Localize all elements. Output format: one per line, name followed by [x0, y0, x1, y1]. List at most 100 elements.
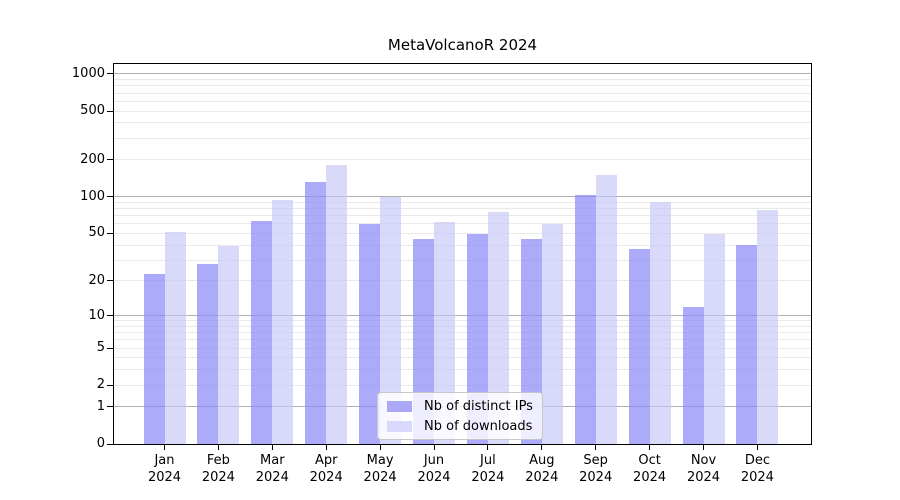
x-tick — [595, 445, 597, 450]
legend: Nb of distinct IPs Nb of downloads — [377, 392, 543, 440]
x-tick-label: Apr 2024 — [309, 453, 343, 485]
y-minor-gridline — [114, 110, 811, 112]
bar-downloads — [272, 199, 294, 444]
y-tick-label: 500 — [80, 103, 105, 119]
y-tick-label: 0 — [96, 436, 105, 451]
bar-downloads — [487, 212, 509, 444]
y-minor-gridline — [114, 232, 811, 234]
y-minor-gridline — [114, 201, 811, 203]
y-tick-label: 10 — [88, 307, 105, 323]
x-tick-label: Dec 2024 — [740, 453, 774, 485]
y-tick — [107, 280, 113, 282]
x-tick — [703, 445, 704, 450]
y-tick-label: 1000 — [71, 65, 105, 81]
y-minor-gridline — [114, 357, 811, 359]
y-tick — [107, 384, 113, 386]
bar-downloads — [649, 202, 671, 444]
x-tick-label: Mar 2024 — [255, 453, 289, 485]
bar-distinct-ips — [736, 245, 758, 444]
y-minor-gridline — [114, 320, 811, 322]
y-tick — [107, 406, 113, 408]
bar-downloads — [164, 232, 186, 444]
bar-downloads — [380, 196, 402, 444]
bar-distinct-ips — [574, 194, 596, 444]
x-tick — [164, 445, 165, 450]
y-tick-label: 100 — [80, 188, 105, 204]
y-minor-gridline — [114, 208, 811, 210]
y-tick — [107, 232, 113, 234]
bar-downloads — [434, 222, 455, 444]
x-tick — [756, 445, 758, 450]
x-tick-label: Oct 2024 — [633, 453, 667, 485]
plot-area: 0 1 2 5 10 20 50 100 200 500 1000 Jan 2024 Feb 2024 M… — [72, 63, 812, 485]
x-tick-label: Nov 2024 — [686, 453, 721, 485]
legend-label: Nb of distinct IPs — [424, 398, 533, 414]
y-tick — [107, 73, 113, 75]
y-major-gridline — [114, 73, 811, 75]
bar-distinct-ips — [682, 306, 704, 444]
x-tick — [325, 445, 327, 450]
y-minor-gridline — [114, 100, 811, 102]
y-minor-gridline — [114, 347, 811, 349]
x-tick-label: May 2024 — [363, 453, 397, 485]
y-minor-gridline — [114, 332, 811, 334]
x-tick-label: Aug 2024 — [525, 453, 559, 485]
y-minor-gridline — [114, 159, 811, 161]
y-minor-gridline — [114, 215, 811, 217]
y-minor-gridline — [114, 325, 811, 327]
bar-downloads — [218, 246, 240, 444]
x-tick-label: Feb 2024 — [201, 453, 235, 485]
y-minor-gridline — [114, 280, 811, 282]
bar-downloads — [757, 209, 779, 444]
y-minor-gridline — [114, 259, 811, 261]
x-tick-label: Jan 2024 — [147, 453, 182, 485]
y-major-gridline — [114, 196, 811, 198]
y-major-gridline — [114, 315, 811, 317]
legend-swatch-downloads — [387, 420, 412, 432]
y-minor-gridline — [114, 244, 811, 246]
bar-downloads — [326, 164, 348, 444]
bar-distinct-ips — [359, 223, 381, 444]
legend-swatch-distinct-ips — [387, 400, 412, 412]
bar-distinct-ips — [628, 249, 650, 444]
y-tick-label: 200 — [80, 151, 105, 167]
x-tick — [217, 445, 219, 450]
x-tick — [541, 445, 543, 450]
y-tick-label: 1 — [96, 398, 105, 414]
bar-distinct-ips — [197, 263, 219, 444]
y-minor-gridline — [114, 384, 811, 386]
y-tick — [107, 315, 113, 317]
x-tick — [271, 445, 273, 450]
bar-distinct-ips — [305, 182, 327, 444]
y-minor-gridline — [114, 223, 811, 225]
bar-distinct-ips — [466, 234, 488, 444]
legend-entry-distinct-ips: Nb of distinct IPs — [387, 398, 533, 414]
y-tick-label: 2 — [96, 377, 105, 393]
y-tick — [107, 196, 113, 198]
y-tick — [107, 347, 113, 349]
bar-distinct-ips — [143, 273, 165, 444]
chart-title: MetaVolcanoR 2024 — [387, 36, 538, 54]
x-tick-label: Jun 2024 — [417, 453, 451, 485]
x-tick — [649, 445, 651, 450]
bar-downloads — [703, 234, 725, 444]
y-tick-label: 20 — [88, 272, 105, 288]
x-tick — [379, 445, 381, 450]
y-minor-gridline — [114, 92, 811, 94]
x-tick — [487, 445, 489, 450]
y-minor-gridline — [114, 369, 811, 371]
y-tick — [107, 110, 113, 112]
bar-downloads — [541, 223, 563, 444]
y-minor-gridline — [114, 339, 811, 341]
y-tick — [107, 443, 113, 445]
y-minor-gridline — [114, 137, 811, 139]
legend-entry-downloads: Nb of downloads — [387, 418, 533, 434]
y-minor-gridline — [114, 122, 811, 124]
y-minor-gridline — [114, 85, 811, 87]
bar-distinct-ips — [251, 221, 273, 444]
x-tick-label: Jul 2024 — [471, 453, 505, 485]
x-tick-label: Sep 2024 — [579, 453, 613, 485]
x-tick — [433, 445, 435, 450]
y-minor-gridline — [114, 79, 811, 81]
